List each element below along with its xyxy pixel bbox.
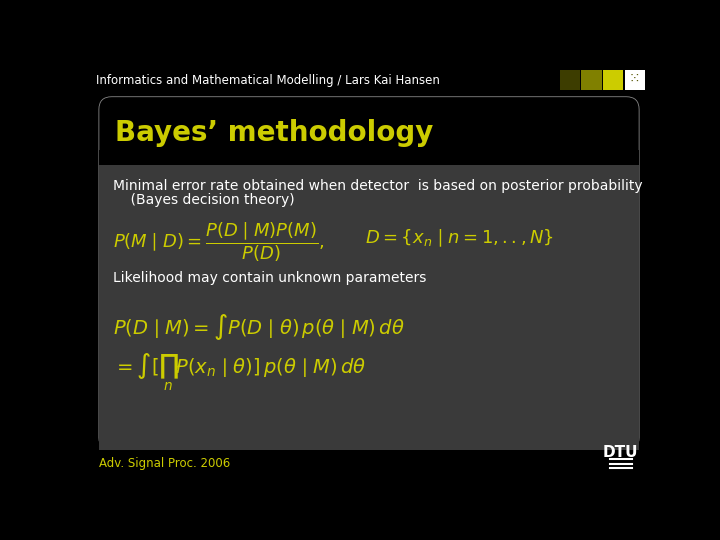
Bar	[603, 70, 624, 90]
Bar	[581, 70, 601, 90]
Text: DTU: DTU	[603, 446, 639, 461]
Text: Bayes’ methodology: Bayes’ methodology	[114, 119, 433, 146]
Text: (Bayes decision theory): (Bayes decision theory)	[113, 193, 295, 206]
Bar	[90, 450, 648, 481]
Bar	[99, 165, 639, 450]
Bar	[625, 70, 645, 90]
Text: $P(M \mid D) = \dfrac{P(D \mid M)P(M)}{P(D)},$: $P(M \mid D) = \dfrac{P(D \mid M)P(M)}{P…	[113, 220, 325, 264]
FancyBboxPatch shape	[99, 97, 639, 165]
Text: Informatics and Mathematical Modelling / Lars Kai Hansen: Informatics and Mathematical Modelling /…	[96, 73, 440, 87]
Text: Minimal error rate obtained when detector  is based on posterior probability: Minimal error rate obtained when detecto…	[113, 179, 643, 193]
Bar	[90, 65, 648, 96]
Bar	[559, 70, 580, 90]
FancyBboxPatch shape	[99, 97, 639, 450]
Text: Likelihood may contain unknown parameters: Likelihood may contain unknown parameter…	[113, 271, 427, 285]
Text: $= \int [\prod_n P(x_n \mid \theta)]\, p(\theta \mid M)\, d\theta$: $= \int [\prod_n P(x_n \mid \theta)]\, p…	[113, 352, 366, 394]
Text: ⁙: ⁙	[629, 73, 641, 87]
Text: $D = \{x_n \mid n=1,..,N\}$: $D = \{x_n \mid n=1,..,N\}$	[365, 227, 554, 249]
Bar	[99, 150, 639, 166]
Text: $P(D \mid M) = \int P(D \mid \theta)\, p(\theta \mid M)\, d\theta$: $P(D \mid M) = \int P(D \mid \theta)\, p…	[113, 312, 405, 342]
Text: Adv. Signal Proc. 2006: Adv. Signal Proc. 2006	[99, 457, 230, 470]
